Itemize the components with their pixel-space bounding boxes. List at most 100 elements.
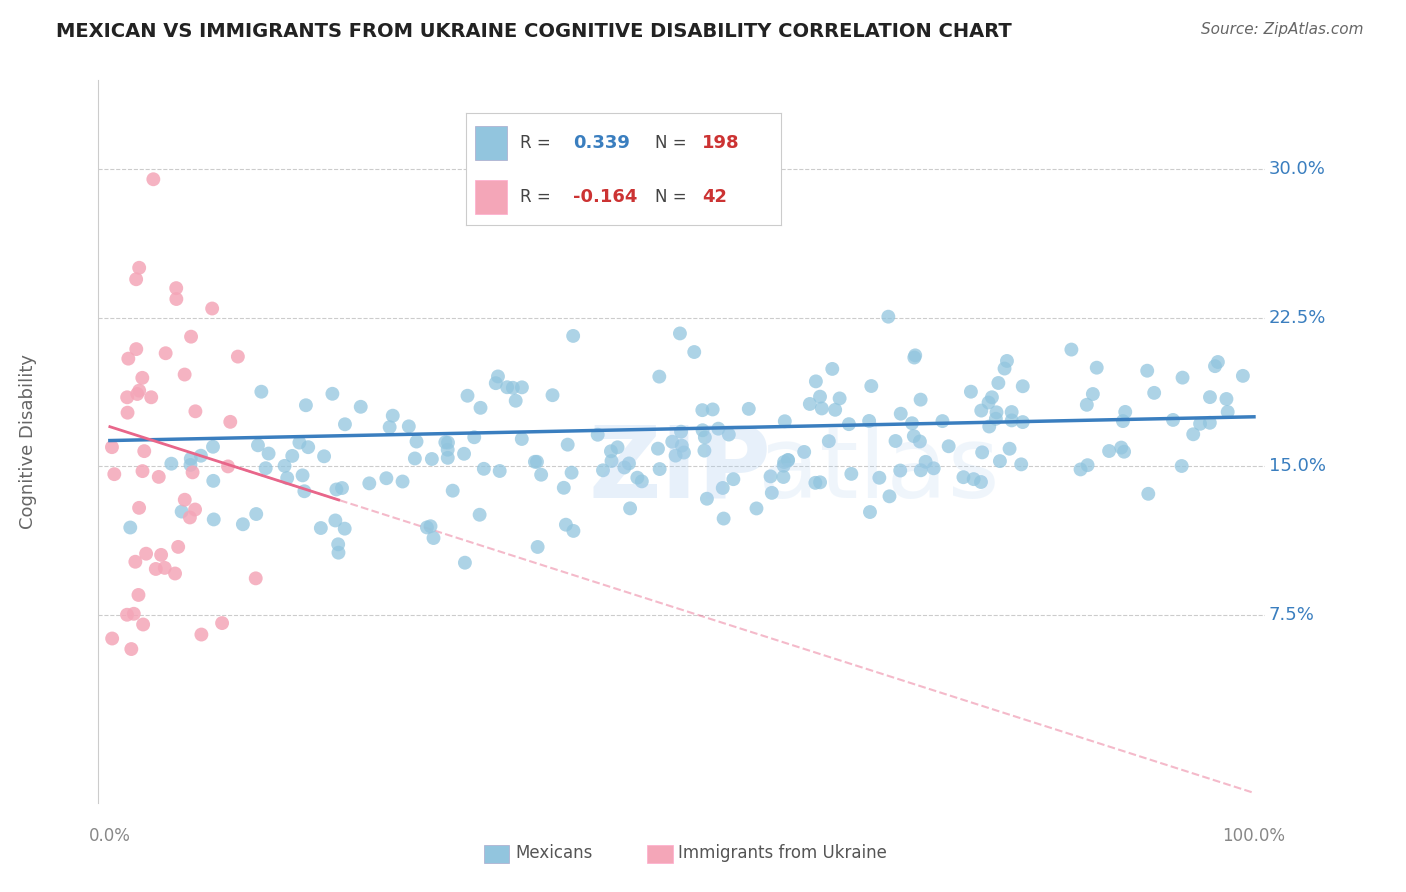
Point xyxy=(647,442,669,456)
Point xyxy=(1161,413,1184,427)
Point xyxy=(984,411,1007,425)
Point xyxy=(132,617,155,632)
Point xyxy=(562,524,585,538)
Point xyxy=(437,435,460,450)
Point xyxy=(669,326,692,341)
Text: 100.0%: 100.0% xyxy=(1222,827,1285,845)
Point xyxy=(811,401,834,416)
Point xyxy=(398,419,420,434)
Point xyxy=(952,470,974,484)
Point xyxy=(281,449,304,463)
Point xyxy=(938,439,960,453)
Point xyxy=(692,403,714,417)
Point xyxy=(173,368,195,382)
Point xyxy=(292,484,315,499)
Point xyxy=(1077,458,1099,472)
Point xyxy=(586,427,609,442)
Point xyxy=(972,445,994,459)
Point xyxy=(190,627,212,641)
Point xyxy=(173,492,195,507)
Point xyxy=(776,453,799,467)
Point xyxy=(1199,390,1222,404)
Point xyxy=(167,540,190,554)
Bar xyxy=(484,845,509,863)
Point xyxy=(824,402,846,417)
Point xyxy=(804,475,827,490)
Point xyxy=(148,470,170,484)
Point xyxy=(131,464,153,478)
Point xyxy=(153,561,176,575)
Point xyxy=(245,507,267,521)
Point xyxy=(128,500,150,515)
Text: Immigrants from Ukraine: Immigrants from Ukraine xyxy=(679,845,887,863)
Point xyxy=(381,409,404,423)
Point xyxy=(333,417,356,432)
Point xyxy=(454,556,477,570)
Point xyxy=(141,390,163,404)
Point xyxy=(879,489,901,503)
Text: 30.0%: 30.0% xyxy=(1268,161,1326,178)
Point xyxy=(799,397,821,411)
Point xyxy=(422,531,444,545)
Point xyxy=(276,471,298,485)
Point xyxy=(328,546,350,560)
Point xyxy=(180,329,202,343)
Point xyxy=(180,451,202,466)
Point xyxy=(502,381,524,395)
Point xyxy=(117,351,139,366)
Point xyxy=(884,434,907,448)
Point xyxy=(128,260,150,275)
Point xyxy=(434,435,457,450)
Text: MEXICAN VS IMMIGRANTS FROM UKRAINE COGNITIVE DISABILITY CORRELATION CHART: MEXICAN VS IMMIGRANTS FROM UKRAINE COGNI… xyxy=(56,22,1012,41)
Point xyxy=(463,430,485,444)
Point xyxy=(858,414,880,428)
Text: ZIP: ZIP xyxy=(589,422,772,519)
Point xyxy=(117,406,139,420)
Text: Source: ZipAtlas.com: Source: ZipAtlas.com xyxy=(1201,22,1364,37)
Point xyxy=(738,401,761,416)
Point xyxy=(288,435,311,450)
Point xyxy=(101,632,124,646)
Bar xyxy=(647,845,672,863)
Point xyxy=(165,281,187,295)
Point xyxy=(1076,398,1098,412)
Point xyxy=(692,423,714,437)
Point xyxy=(295,398,318,412)
Point xyxy=(1011,415,1033,429)
Point xyxy=(960,384,983,399)
Point xyxy=(630,475,652,489)
Point xyxy=(145,562,167,576)
Point xyxy=(672,445,695,459)
Text: Mexicans: Mexicans xyxy=(515,845,592,863)
Point xyxy=(759,469,782,483)
Point xyxy=(889,463,911,477)
Point xyxy=(124,555,146,569)
Point xyxy=(505,393,527,408)
Point xyxy=(910,463,932,477)
Point xyxy=(859,505,882,519)
Point xyxy=(201,440,224,454)
Point xyxy=(181,466,204,480)
Point xyxy=(333,522,356,536)
Text: 22.5%: 22.5% xyxy=(1268,309,1326,326)
Point xyxy=(184,502,207,516)
Point xyxy=(470,401,492,415)
Point xyxy=(526,540,548,554)
Point xyxy=(773,455,796,469)
Point xyxy=(617,457,640,471)
Point xyxy=(436,442,458,457)
Point xyxy=(821,362,844,376)
Point xyxy=(998,442,1021,456)
Point xyxy=(613,460,636,475)
Point xyxy=(981,390,1004,404)
Point xyxy=(127,387,149,401)
Point xyxy=(219,415,242,429)
Point xyxy=(472,462,495,476)
Point xyxy=(404,451,426,466)
Point xyxy=(350,400,373,414)
Point xyxy=(1136,364,1159,378)
Point xyxy=(561,466,583,480)
Point xyxy=(120,642,142,657)
Point xyxy=(986,405,1008,419)
Point xyxy=(600,454,623,468)
